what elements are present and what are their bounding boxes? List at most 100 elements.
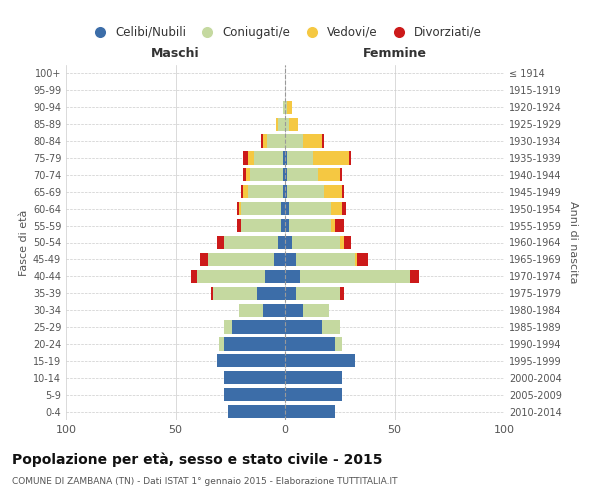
Bar: [239, 202, 241, 215]
Bar: [287, 152, 313, 164]
Bar: [313, 152, 349, 164]
Bar: [340, 286, 344, 300]
Bar: [281, 202, 285, 215]
Bar: [285, 338, 335, 350]
Bar: [239, 304, 263, 316]
Bar: [285, 185, 287, 198]
Bar: [301, 270, 410, 283]
Bar: [289, 202, 331, 215]
Bar: [220, 338, 224, 350]
Bar: [287, 168, 318, 181]
Bar: [211, 286, 213, 300]
Bar: [263, 134, 268, 147]
Bar: [285, 286, 296, 300]
Bar: [200, 253, 208, 266]
Bar: [278, 118, 285, 131]
Text: Maschi: Maschi: [151, 47, 200, 60]
Bar: [287, 185, 325, 198]
Bar: [287, 100, 292, 114]
Bar: [285, 320, 322, 334]
Bar: [278, 236, 285, 249]
Bar: [335, 219, 344, 232]
Bar: [285, 405, 335, 418]
Bar: [357, 253, 368, 266]
Bar: [322, 134, 325, 147]
Bar: [285, 134, 302, 147]
Bar: [285, 118, 289, 131]
Bar: [257, 286, 285, 300]
Bar: [355, 253, 357, 266]
Text: Femmine: Femmine: [362, 47, 427, 60]
Bar: [342, 185, 344, 198]
Bar: [261, 134, 263, 147]
Bar: [228, 405, 285, 418]
Text: Popolazione per età, sesso e stato civile - 2015: Popolazione per età, sesso e stato civil…: [12, 452, 383, 467]
Bar: [248, 152, 254, 164]
Bar: [237, 219, 241, 232]
Bar: [224, 236, 278, 249]
Legend: Celibi/Nubili, Coniugati/e, Vedovi/e, Divorziati/e: Celibi/Nubili, Coniugati/e, Vedovi/e, Di…: [83, 21, 487, 44]
Bar: [285, 236, 292, 249]
Bar: [208, 253, 274, 266]
Bar: [250, 168, 283, 181]
Bar: [318, 168, 340, 181]
Y-axis label: Fasce di età: Fasce di età: [19, 210, 29, 276]
Bar: [342, 202, 346, 215]
Bar: [213, 286, 257, 300]
Bar: [285, 270, 301, 283]
Bar: [268, 134, 285, 147]
Bar: [285, 219, 289, 232]
Bar: [325, 185, 342, 198]
Bar: [285, 202, 289, 215]
Bar: [245, 168, 250, 181]
Bar: [254, 152, 283, 164]
Bar: [340, 168, 342, 181]
Bar: [217, 354, 285, 368]
Bar: [331, 219, 335, 232]
Bar: [237, 202, 239, 215]
Bar: [285, 100, 287, 114]
Bar: [285, 152, 287, 164]
Bar: [344, 236, 350, 249]
Bar: [285, 371, 342, 384]
Bar: [232, 320, 285, 334]
Bar: [285, 388, 342, 401]
Bar: [285, 253, 296, 266]
Bar: [335, 338, 342, 350]
Y-axis label: Anni di nascita: Anni di nascita: [568, 201, 578, 284]
Bar: [274, 253, 285, 266]
Bar: [331, 202, 342, 215]
Bar: [296, 253, 355, 266]
Bar: [263, 304, 285, 316]
Bar: [224, 371, 285, 384]
Bar: [302, 134, 322, 147]
Bar: [224, 320, 232, 334]
Bar: [285, 304, 302, 316]
Bar: [241, 185, 244, 198]
Bar: [296, 286, 340, 300]
Bar: [248, 185, 283, 198]
Bar: [302, 304, 329, 316]
Bar: [265, 270, 285, 283]
Bar: [191, 270, 197, 283]
Bar: [292, 236, 340, 249]
Bar: [283, 168, 285, 181]
Bar: [410, 270, 419, 283]
Bar: [244, 185, 248, 198]
Bar: [276, 118, 278, 131]
Bar: [241, 202, 281, 215]
Bar: [241, 219, 281, 232]
Bar: [289, 219, 331, 232]
Bar: [224, 388, 285, 401]
Bar: [281, 219, 285, 232]
Bar: [340, 236, 344, 249]
Bar: [217, 236, 224, 249]
Bar: [244, 168, 245, 181]
Bar: [283, 100, 285, 114]
Bar: [197, 270, 265, 283]
Bar: [224, 338, 285, 350]
Text: COMUNE DI ZAMBANA (TN) - Dati ISTAT 1° gennaio 2015 - Elaborazione TUTTITALIA.IT: COMUNE DI ZAMBANA (TN) - Dati ISTAT 1° g…: [12, 478, 398, 486]
Bar: [285, 168, 287, 181]
Bar: [349, 152, 350, 164]
Bar: [285, 354, 355, 368]
